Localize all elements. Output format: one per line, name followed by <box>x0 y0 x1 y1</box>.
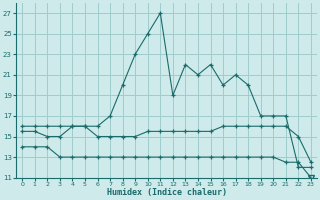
X-axis label: Humidex (Indice chaleur): Humidex (Indice chaleur) <box>107 188 227 197</box>
